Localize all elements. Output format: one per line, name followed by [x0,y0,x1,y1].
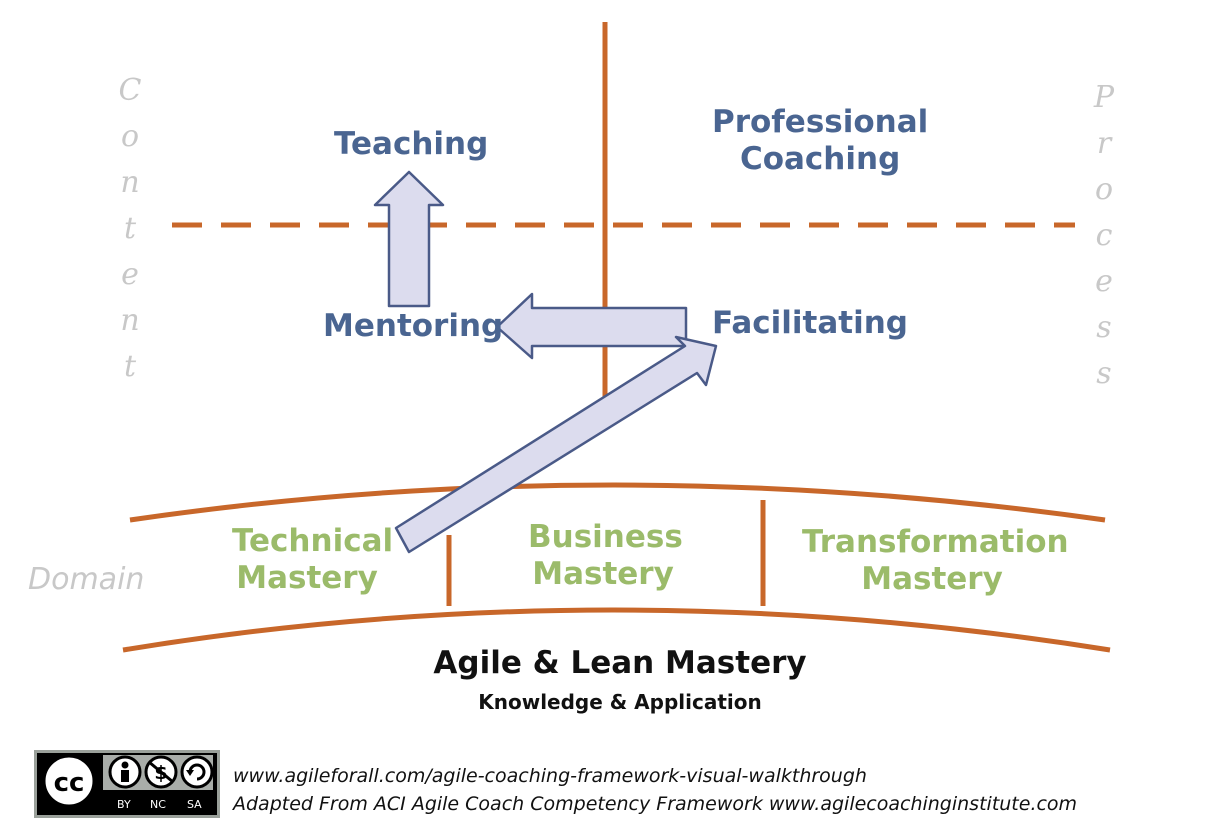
foundation-title: Agile & Lean Mastery [433,645,807,681]
content-axis-letter: t [123,349,137,384]
arrow-up-to-teaching [373,170,445,308]
technical-mastery-label: Technical Mastery [232,523,394,597]
content-axis-letter: t [123,211,137,246]
transformation-mastery-label: Transformation Mastery [802,524,1069,598]
cc-symbol: cc [54,768,85,798]
arrow-diagonal-to-facilitating [394,335,718,554]
creative-commons-badge-icon: cc $ BY NC SA [34,750,220,818]
professional-coaching-label: Professional Coaching [712,104,929,178]
teaching-label: Teaching [334,126,489,162]
process-axis-letter: s [1096,310,1112,345]
domain-label: Domain [28,562,145,597]
content-axis-letter: n [120,165,140,200]
process-axis-letter: r [1096,126,1112,161]
domain-band-bottom-curve [122,607,1111,653]
badge-by-text: BY [117,798,131,811]
process-axis-letter: s [1096,356,1112,391]
process-axis-letter: P [1093,80,1115,115]
domain-band-top-curve [129,482,1106,523]
content-axis-letter: n [120,303,140,338]
badge-nc-text: NC [150,798,166,811]
business-mastery-label: Business Mastery [528,519,683,593]
credits-block: www.agileforall.com/agile-coaching-frame… [233,762,1077,818]
content-axis-letter: o [120,119,140,154]
content-axis-letter: e [121,257,139,292]
mentoring-label: Mentoring [323,308,504,344]
badge-sa-text: SA [187,798,202,811]
foundation-subtitle: Knowledge & Application [478,690,762,714]
process-axis-letter: c [1095,218,1113,253]
sa-share-alike-icon [180,755,214,789]
content-axis-letter: C [118,73,142,108]
credits-line-2: Adapted From ACI Agile Coach Competency … [233,793,1078,815]
process-axis-letter: o [1094,172,1114,207]
facilitating-label: Facilitating [712,305,908,341]
process-axis-letter: e [1095,264,1113,299]
arrow-left-to-mentoring [495,292,688,360]
cc-circle-icon [42,754,96,808]
credits-line-1: www.agileforall.com/agile-coaching-frame… [233,765,867,787]
